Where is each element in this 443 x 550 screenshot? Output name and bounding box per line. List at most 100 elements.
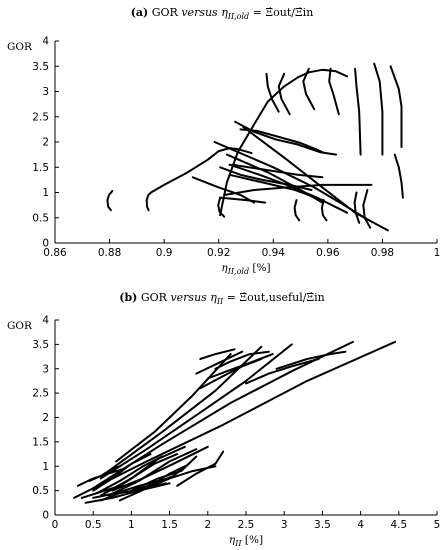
panel-a-title-eta-sub: II,old	[227, 12, 249, 21]
panel-b-y-label: GOR	[7, 320, 33, 332]
panel-b-series-9	[214, 350, 270, 370]
panel-a-y-tick-label: 0	[42, 238, 49, 250]
panel-b-x-tick-label: 5	[434, 519, 441, 531]
panel-b-series-25	[130, 455, 198, 492]
panel-b-x-tick-label: 1	[128, 519, 135, 531]
panel-b-y-tick-label: 0	[42, 510, 49, 522]
panel-a-title-rhs: = Ξ̇out/Ξ̇in	[253, 6, 314, 19]
panel-a-series-17	[217, 196, 226, 218]
panel-b-x-tick-label: 3	[281, 519, 288, 531]
panel-b-series-11	[245, 358, 320, 385]
panel-a-y-tick-label: 0.5	[32, 212, 49, 224]
panel-a-title: (a) GOR versus ηII,old = Ξ̇out/Ξ̇in	[131, 6, 314, 22]
panel-a-y-tick-label: 2	[42, 137, 49, 149]
panel-b-series-27	[176, 450, 225, 487]
panel-b-series-2	[92, 340, 354, 490]
panel-b-series-12	[275, 350, 347, 370]
panel-a-series-22	[302, 67, 316, 111]
panel-a-series-23	[328, 67, 340, 116]
panel-a-series-29	[265, 72, 280, 113]
panel-b-series-29	[80, 477, 133, 499]
panel-b-series-18	[107, 448, 198, 497]
panel-a-series-4	[219, 68, 348, 217]
panel-a-series-11	[228, 173, 324, 202]
panel-b-series-3	[99, 343, 293, 480]
panel-b-series-5	[115, 353, 232, 463]
panel-a-y-tick-label: 3	[42, 86, 49, 98]
panel-a-y-tick-label: 3.5	[32, 61, 49, 73]
panel-b-series-15	[96, 455, 163, 495]
panel-b-series-14	[92, 453, 152, 492]
panel-a-series-1	[106, 190, 114, 212]
panel-a-x-tick-label: 0.92	[207, 247, 230, 259]
panel-a-series-28	[393, 153, 404, 199]
panel-b-title-rhs: = Ξ̇out,useful/Ξ̇in	[227, 291, 325, 304]
panel-a-series-8	[242, 125, 389, 232]
panel-b-x-tick-label: 4.5	[390, 519, 407, 531]
panel-a-title-yvar: GOR	[152, 6, 179, 19]
panel-a-series-25	[373, 62, 384, 156]
panel-b-title-eta-sub: II	[216, 297, 224, 306]
panel-a-series-14	[219, 196, 267, 204]
panel-a-series-12	[231, 163, 324, 179]
panel-a-label: (a)	[131, 6, 149, 19]
panel-a-x-tick-label: 1	[434, 247, 441, 259]
panel-b-y-tick-label: 1	[42, 461, 49, 473]
panel-a-y-tick-label: 1	[42, 187, 49, 199]
panel-b-series-19	[111, 445, 209, 492]
panel-a-series-20	[353, 191, 361, 224]
panel-b-title-yvar: GOR	[141, 291, 168, 304]
panel-a-y-tick-label: 4	[42, 36, 49, 48]
panel-b-y-tick-label: 3.5	[32, 339, 49, 351]
panel-b-title: (b) GOR versus ηII = Ξ̇out,useful/Ξ̇in	[119, 291, 325, 307]
panel-b-x-tick-label: 0	[52, 519, 59, 531]
panel-b-series-7	[195, 350, 244, 375]
panel-a-series-27	[362, 189, 372, 229]
panel-a-x-tick-label: 0.94	[262, 247, 286, 259]
panel-a-y-label: GOR	[7, 41, 33, 53]
panel-b-y-tick-label: 3	[42, 363, 49, 375]
panel-b-series-4	[107, 345, 263, 473]
panel-a-series-16	[191, 176, 256, 204]
panel-a-x-tick-label: 0.9	[156, 247, 173, 259]
panel-b-x-tick-label: 1.5	[161, 519, 178, 531]
panel-b-plot: 0 0.5 1 1.5 2 2.5 3 3.5 4 0 0.5 1 1.5 2 2.5 3 3.5 4 4.5 5 GO…	[7, 315, 440, 549]
panel-a-series-21	[277, 72, 291, 116]
panel-b-series-1	[73, 340, 396, 499]
panel-a-y-tick-label: 2.5	[32, 111, 49, 123]
panel-a-series-13	[223, 183, 373, 196]
panel-b-series-28	[76, 467, 125, 487]
panel-b-y-tick-label: 1.5	[32, 436, 49, 448]
panel-b-label: (b)	[119, 291, 137, 304]
panel-a-series-2	[145, 191, 152, 212]
panel-b-x-tick-label: 2.5	[238, 519, 255, 531]
panel-b-title-versus: versus	[170, 291, 207, 304]
panel-b-x-tick-label: 4	[357, 519, 364, 531]
panel-a-series-26	[389, 65, 403, 149]
panel-a-y-tick-label: 1.5	[32, 162, 49, 174]
panel-a-title-eta: η	[221, 6, 228, 19]
panel-b-y-tick-label: 0.5	[32, 485, 49, 497]
panel-a-x-tick-label: 0.88	[98, 247, 121, 259]
panel-a-x-tick-label: 0.86	[43, 247, 67, 259]
panel-a-plot: 0 0.5 1 1.5 2 2.5 3 3.5 4 0.86 0.88 0.9 0.92 0.94 0.96…	[7, 36, 440, 277]
panel-a-series-19	[320, 199, 328, 222]
panel-a-series-15	[219, 166, 313, 191]
panel-b-series-10	[206, 353, 274, 380]
panel-b-y-tick-label: 2.5	[32, 388, 49, 400]
panel-a-title-versus: versus	[181, 6, 218, 19]
panel-b-title-eta: η	[210, 291, 217, 304]
panel-b-series-6	[199, 358, 263, 390]
panel-a-series-6	[239, 128, 324, 154]
panel-b-x-tick-label: 3.5	[314, 519, 331, 531]
panel-a-series-18	[293, 199, 301, 222]
panel-a-series-3	[150, 147, 253, 194]
panel-b-y-tick-label: 4	[42, 315, 49, 327]
panel-b-y-tick-label: 2	[42, 412, 49, 424]
panel-a-x-tick-label: 0.98	[371, 247, 394, 259]
panel-b-x-label: ηII [%]	[229, 534, 263, 548]
panel-b-x-tick-label: 0.5	[85, 519, 102, 531]
panel-b-x-tick-label: 2	[204, 519, 211, 531]
panel-a-x-tick-label: 0.96	[316, 247, 340, 259]
